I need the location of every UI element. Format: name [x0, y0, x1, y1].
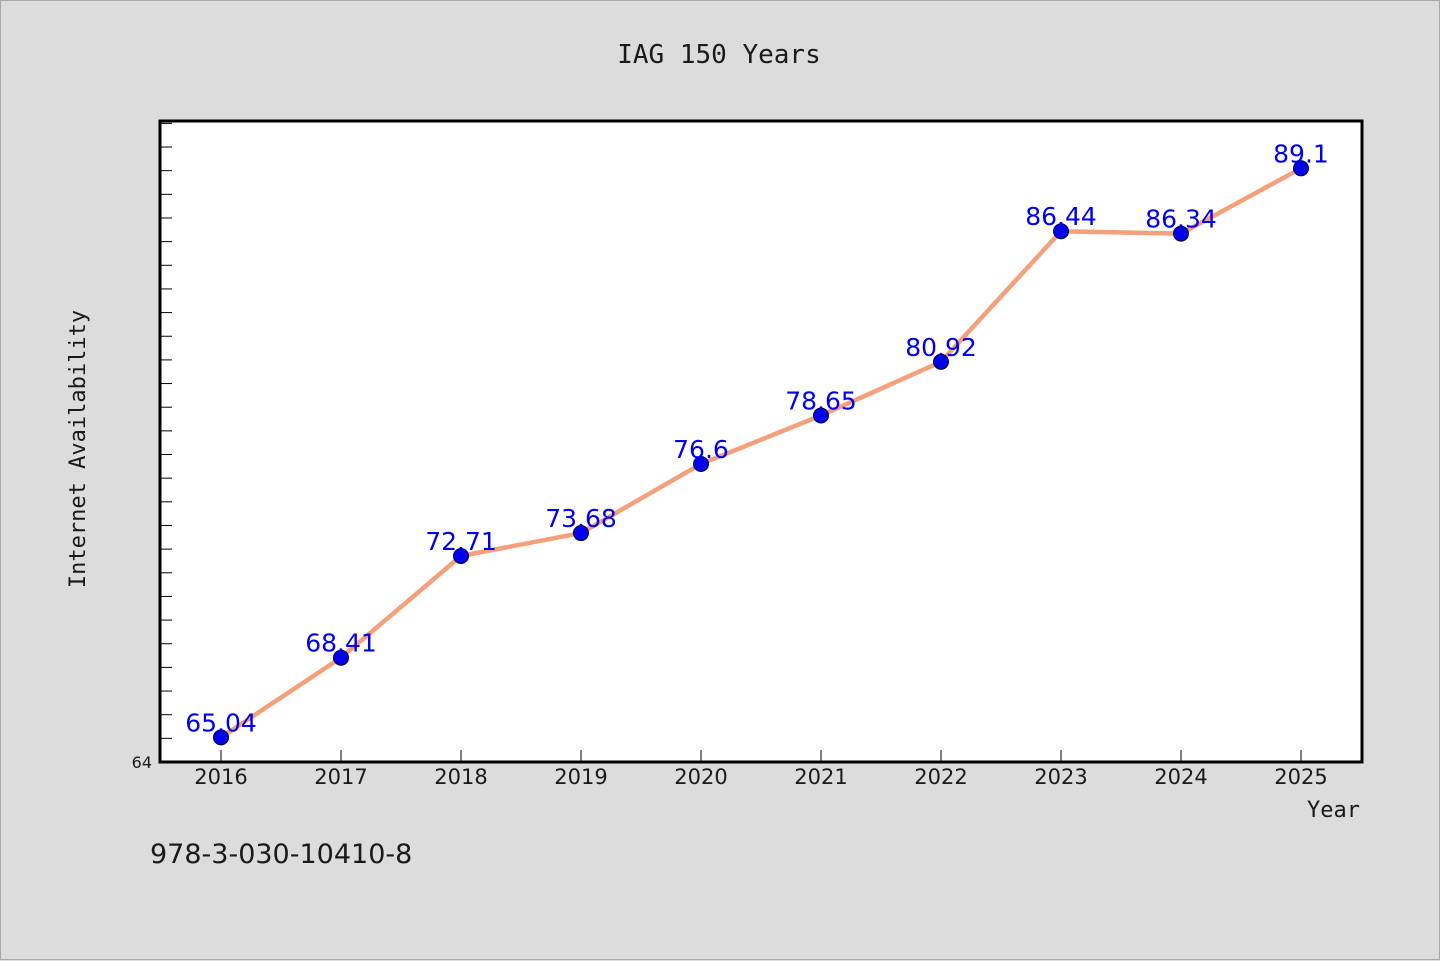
- data-label: 89.1: [1273, 139, 1329, 168]
- data-label: 78.65: [785, 386, 857, 415]
- x-tick-label: 2025: [1274, 765, 1327, 789]
- x-tick-label: 2017: [314, 765, 367, 789]
- y-tick-label: 64: [132, 753, 152, 772]
- data-label: 76.6: [673, 435, 729, 464]
- data-point: [1293, 160, 1309, 177]
- x-tick-label: 2019: [554, 765, 607, 789]
- data-point: [1173, 225, 1189, 242]
- data-label: 72.71: [425, 527, 497, 556]
- data-label: 73.68: [545, 504, 617, 533]
- data-label: 86.44: [1025, 202, 1097, 231]
- x-tick-label: 2018: [434, 765, 487, 789]
- x-axis-ticks: 2016 2017 2018 2019 2020 2021 2022 2023 2024 2025: [194, 750, 1328, 789]
- y-axis-ticks: [160, 122, 172, 763]
- data-point: [1053, 223, 1069, 240]
- x-tick-label: 2021: [794, 765, 847, 789]
- chart-title: IAG 150 Years: [617, 40, 821, 70]
- data-point: [573, 525, 589, 542]
- data-label: 65.04: [185, 708, 257, 737]
- series-line: [218, 166, 1304, 740]
- x-tick-label: 2022: [914, 765, 967, 789]
- data-point: [453, 547, 469, 564]
- x-tick-label: 2024: [1154, 765, 1207, 789]
- x-tick-label: 2023: [1034, 765, 1087, 789]
- x-tick-label: 2016: [194, 765, 247, 789]
- data-point: [693, 455, 709, 472]
- data-label: 86.34: [1145, 205, 1217, 234]
- data-point: [933, 353, 949, 370]
- data-point: [333, 649, 349, 666]
- data-label: 68.41: [305, 629, 377, 658]
- isbn-label: 978-3-030-10410-8: [150, 839, 412, 870]
- data-point: [213, 729, 229, 746]
- data-series: 65.04 68.41 72.71 73.68 76.6 78.65 80.92 86.44 8…: [185, 139, 1329, 746]
- data-point: [813, 407, 829, 424]
- y-axis-label: Internet Availability: [66, 310, 91, 588]
- x-axis-label: Year: [1307, 798, 1360, 823]
- x-tick-label: 2020: [674, 765, 727, 789]
- data-label: 80.92: [905, 333, 977, 362]
